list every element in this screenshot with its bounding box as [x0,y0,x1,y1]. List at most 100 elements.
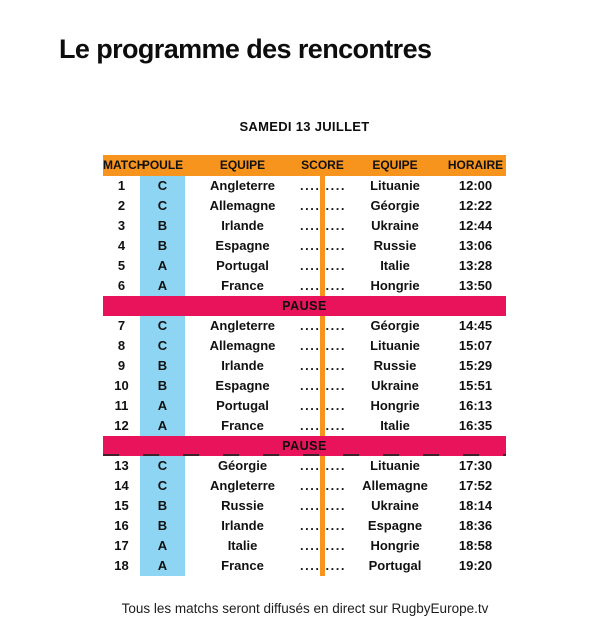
time-cell: 13:28 [458,258,493,273]
match-number-cell: 10 [114,378,129,393]
time-cell: 17:52 [458,478,493,493]
match-number-cell: 14 [114,478,129,493]
away-team-cell: Hongrie [370,538,420,553]
time-cell: 15:07 [458,338,493,353]
poule-cell: A [140,536,185,556]
match-number-cell: 4 [117,238,126,253]
poule-cell: C [140,336,185,356]
poule-cell: A [140,396,185,416]
home-team-cell: France [221,558,264,573]
header-cell-equipe-home: EQUIPE [219,158,266,172]
pause-label: PAUSE [282,299,327,313]
away-team-cell: Géorgie [370,198,420,213]
table-header-row: MATCH POULE EQUIPE SCORE EQUIPE HORAIRE [103,155,506,176]
away-team-cell: Hongrie [370,398,420,413]
away-team-cell: Ukraine [371,498,419,513]
poule-cell: B [140,516,185,536]
poule-cell: A [140,416,185,436]
match-number-cell: 11 [114,398,129,413]
match-number-cell: 6 [117,278,126,293]
poule-cell: A [140,276,185,296]
header-cell-match: MATCH [103,158,146,172]
schedule-body: 1CAngleterre..........Lituanie12:002CAll… [103,176,506,576]
match-number-cell: 15 [114,498,129,513]
away-team-cell: Ukraine [371,218,419,233]
poule-cell: B [140,236,185,256]
match-section: 1CAngleterre..........Lituanie12:002CAll… [103,176,506,296]
time-cell: 13:50 [458,278,493,293]
home-team-cell: Irlande [221,218,264,233]
header-cell-horaire: HORAIRE [447,158,504,172]
score-divider-line [320,316,325,436]
away-team-cell: Lituanie [370,338,420,353]
away-team-cell: Lituanie [370,458,420,473]
home-team-cell: Russie [221,498,264,513]
home-team-cell: Espagne [215,378,270,393]
match-section: 7CAngleterre..........Géorgie14:458CAlle… [103,316,506,436]
match-number-cell: 9 [117,358,126,373]
home-team-cell: Portugal [216,258,269,273]
home-team-cell: Irlande [221,358,264,373]
time-cell: 12:22 [458,198,493,213]
home-team-cell: Irlande [221,518,264,533]
home-team-cell: Géorgie [217,458,268,473]
home-team-cell: France [221,278,264,293]
home-team-cell: Angleterre [209,318,276,333]
home-team-cell: Allemagne [209,198,276,213]
time-cell: 18:36 [458,518,493,533]
time-cell: 18:14 [458,498,493,513]
header-cell-score: SCORE [301,158,344,172]
pause-band: PAUSE [103,436,506,456]
date-heading: SAMEDI 13 JUILLET [239,119,370,134]
time-cell: 12:44 [458,218,493,233]
page-title: Le programme des rencontres [59,34,432,65]
match-number-cell: 17 [114,538,129,553]
time-cell: 15:29 [458,358,493,373]
match-number-cell: 5 [117,258,126,273]
home-team-cell: Angleterre [209,478,276,493]
match-section: 13CGéorgie..........Lituanie17:3014CAngl… [103,456,506,576]
score-divider-line [320,176,325,296]
pause-label: PAUSE [282,439,327,453]
poule-cell: C [140,316,185,336]
match-number-cell: 7 [117,318,126,333]
away-team-cell: Ukraine [371,378,419,393]
poule-cell: C [140,196,185,216]
pause-band: PAUSE [103,296,506,316]
away-team-cell: Italie [380,258,410,273]
away-team-cell: Russie [373,238,417,253]
time-cell: 13:06 [458,238,493,253]
away-team-cell: Portugal [368,558,422,573]
poule-cell: B [140,376,185,396]
match-number-cell: 3 [117,218,126,233]
time-cell: 19:20 [458,558,493,573]
match-number-cell: 16 [114,518,129,533]
poule-cell: C [140,176,185,196]
time-cell: 16:35 [458,418,493,433]
header-cell-equipe-away: EQUIPE [372,158,418,172]
time-cell: 18:58 [458,538,493,553]
match-number-cell: 1 [117,178,126,193]
poule-cell: B [140,356,185,376]
score-divider-line [320,456,325,576]
away-team-cell: Espagne [367,518,423,533]
match-number-cell: 13 [114,458,129,473]
header-cell-poule: POULE [141,158,184,172]
time-cell: 16:13 [458,398,493,413]
time-cell: 17:30 [458,458,493,473]
time-cell: 14:45 [458,318,493,333]
